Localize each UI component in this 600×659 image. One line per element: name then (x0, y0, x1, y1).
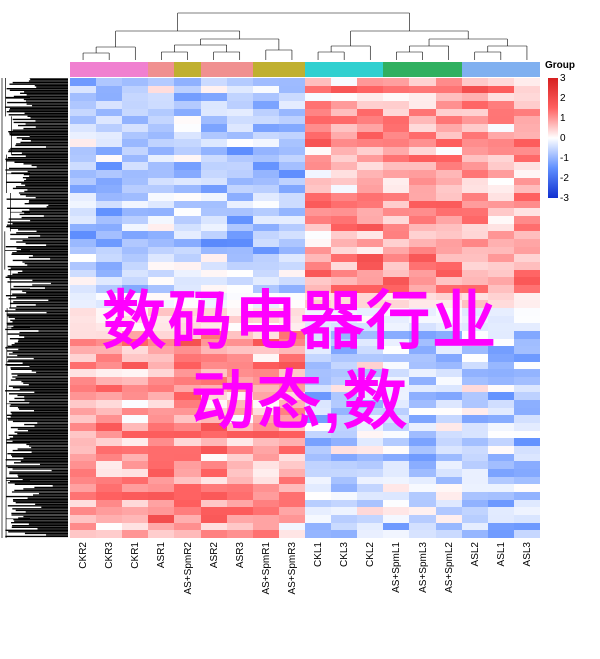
legend-tick: 2 (560, 93, 566, 104)
column-dendrogram (70, 5, 540, 60)
group-segment (357, 62, 383, 77)
group-segment (148, 62, 174, 77)
column-label: AS+SpmL3 (418, 542, 429, 593)
heatmap-grid (70, 78, 540, 538)
group-segment (514, 62, 540, 77)
legend-tick: -1 (560, 153, 569, 164)
column-label: CKR1 (130, 542, 141, 569)
group-segment (462, 62, 488, 77)
heatmap (70, 78, 540, 538)
group-segment (122, 62, 148, 77)
column-label: ASR3 (235, 542, 246, 568)
group-segment (227, 62, 253, 77)
column-label: ASL3 (522, 542, 533, 566)
legend-tick: 3 (560, 73, 566, 84)
row-dendrogram (0, 78, 68, 538)
legend-tick: 1 (560, 113, 566, 124)
group-segment (409, 62, 435, 77)
column-label: ASR2 (209, 542, 220, 568)
color-legend: 3210-1-2-3 (548, 78, 594, 198)
legend-tick: -3 (560, 193, 569, 204)
column-label: AS+SpmL1 (391, 542, 402, 593)
column-label: CKL1 (313, 542, 324, 567)
column-label: AS+SpmR3 (287, 542, 298, 595)
legend-tick: 0 (560, 133, 566, 144)
column-label: CKR2 (78, 542, 89, 569)
group-segment (383, 62, 409, 77)
column-label: CKL2 (365, 542, 376, 567)
group-segment (279, 62, 305, 77)
group-segment (174, 62, 200, 77)
group-segment (253, 62, 279, 77)
chart-container: Group 3 2 1 0 -1 -2 -3 CKR2 CKR3 CKR1 ASR1 AS+SpmR… (0, 0, 600, 659)
group-segment (331, 62, 357, 77)
group-segment (70, 62, 96, 77)
column-label: AS+SpmR1 (261, 542, 272, 595)
column-labels: CKR2 CKR3 CKR1 ASR1 AS+SpmR2 ASR2 ASR3 AS+SpmR1… (70, 542, 540, 652)
group-segment (488, 62, 514, 77)
group-segment (96, 62, 122, 77)
group-segment (305, 62, 331, 77)
legend-tick: -2 (560, 173, 569, 184)
column-label: ASL1 (496, 542, 507, 566)
group-segment (436, 62, 462, 77)
column-label: ASR1 (156, 542, 167, 568)
column-label: CKR3 (104, 542, 115, 569)
group-label: Group (545, 60, 575, 71)
column-label: CKL3 (339, 542, 350, 567)
group-color-bar (70, 62, 540, 77)
column-label: AS+SpmR2 (183, 542, 194, 595)
column-label: AS+SpmL2 (444, 542, 455, 593)
group-segment (201, 62, 227, 77)
column-label: ASL2 (470, 542, 481, 566)
legend-gradient (548, 78, 558, 198)
